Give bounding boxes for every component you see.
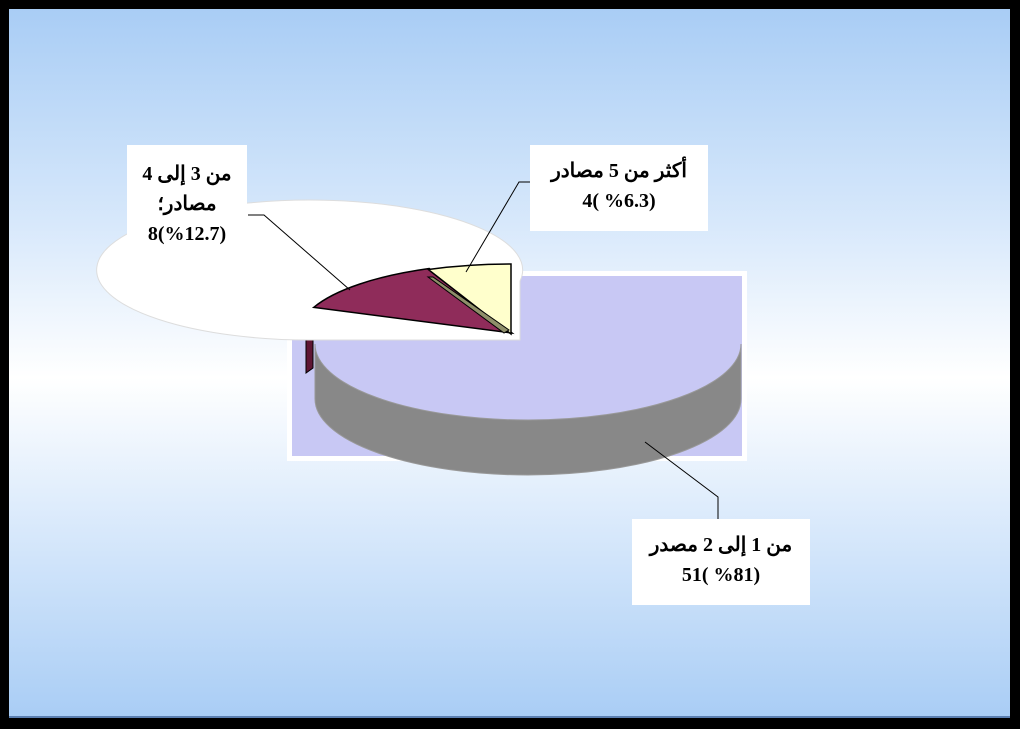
data-label-3-4-name-line2: مصادر؛	[157, 193, 217, 215]
data-label-5plus-value: (%6.3 )4	[582, 190, 656, 212]
data-label-1-2-name: من 1 إلى 2 مصدر	[649, 534, 793, 556]
slice-edge-5plus	[426, 276, 510, 334]
slice-side-1-2	[314, 343, 742, 476]
data-label-1-2: من 1 إلى 2 مصدر (%81 )51	[632, 519, 810, 605]
data-label-3-4-value: (%12.7)8	[147, 223, 227, 245]
data-label-5plus-name: أكثر من 5 مصادر	[551, 160, 687, 182]
data-label-3-4-name-line1: من 3 إلى 4	[142, 163, 232, 185]
data-label-1-2-value: (%81 )51	[681, 564, 761, 586]
leader-line-5plus	[465, 181, 530, 273]
slice-3-4	[311, 267, 515, 335]
leader-line-1-2	[644, 441, 719, 520]
data-label-3-4: من 3 إلى 4 مصادر؛ (%12.7)8	[127, 145, 247, 265]
data-label-5plus: أكثر من 5 مصادر (%6.3 )4	[530, 145, 708, 231]
leader-line-3-4	[248, 214, 351, 291]
bottom-rule	[9, 716, 1010, 718]
